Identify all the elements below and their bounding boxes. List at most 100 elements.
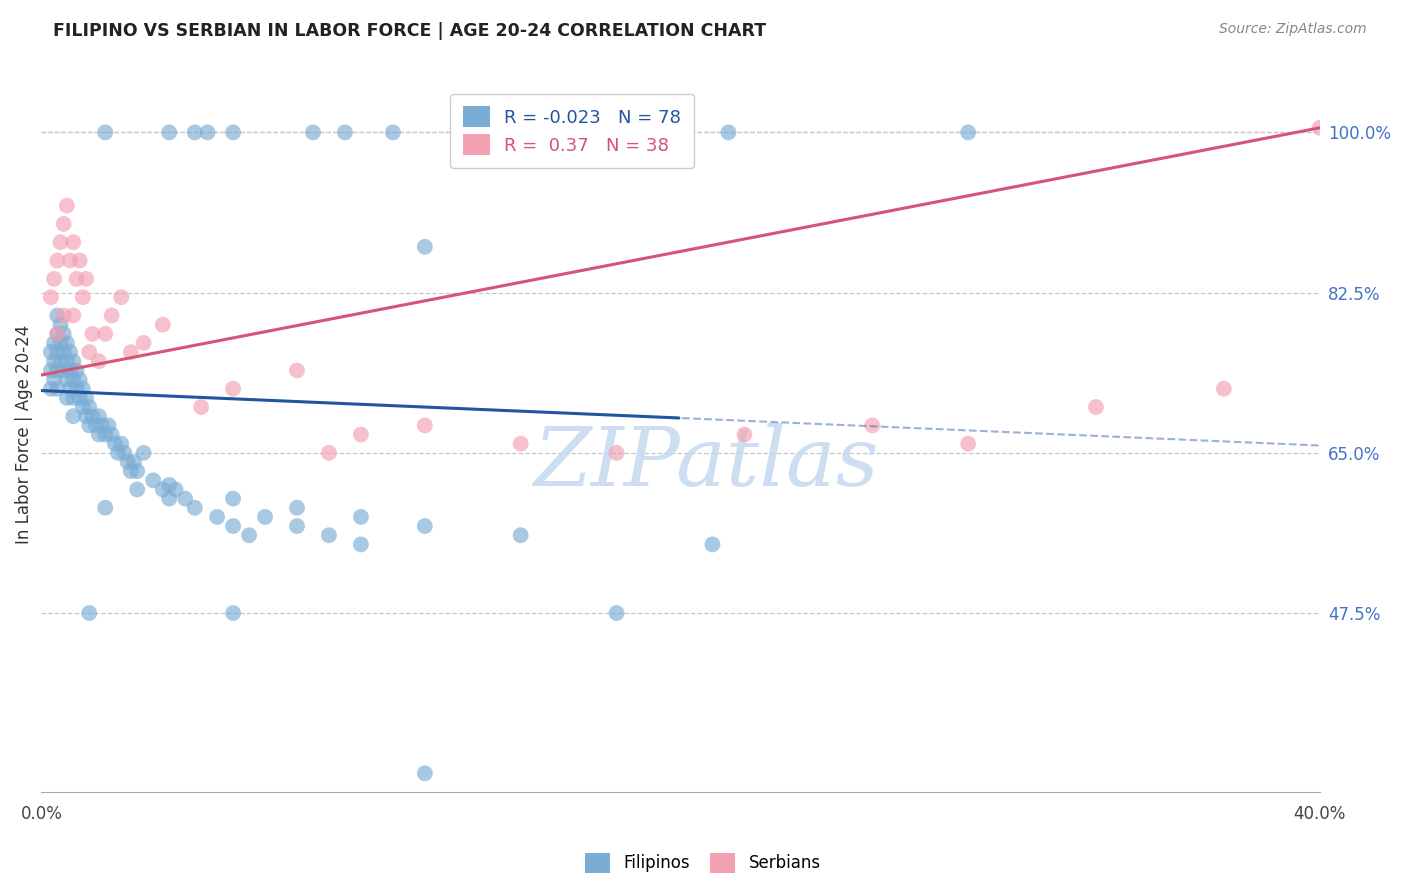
Point xyxy=(62,235,84,250)
Point xyxy=(77,606,100,620)
Point xyxy=(91,418,114,433)
Point xyxy=(52,217,75,231)
Point xyxy=(72,400,94,414)
Point xyxy=(42,335,65,350)
Point xyxy=(120,345,142,359)
Point xyxy=(87,427,110,442)
Point xyxy=(82,326,104,341)
Point xyxy=(52,363,75,377)
Point xyxy=(1084,400,1107,414)
Point xyxy=(1309,120,1331,135)
Point xyxy=(107,446,129,460)
Point xyxy=(222,125,245,139)
Point xyxy=(94,326,117,341)
Point xyxy=(39,363,62,377)
Point xyxy=(84,418,107,433)
Point xyxy=(860,418,883,433)
Point xyxy=(59,345,82,359)
Point xyxy=(62,391,84,405)
Point xyxy=(606,606,628,620)
Point xyxy=(285,519,308,533)
Point xyxy=(65,363,87,377)
Point xyxy=(77,400,100,414)
Point xyxy=(52,345,75,359)
Point xyxy=(94,427,117,442)
Point xyxy=(39,382,62,396)
Point xyxy=(82,409,104,424)
Point xyxy=(222,491,245,506)
Point xyxy=(222,382,245,396)
Point xyxy=(87,409,110,424)
Point xyxy=(122,455,145,469)
Point xyxy=(62,354,84,368)
Point xyxy=(152,483,174,497)
Point xyxy=(49,335,72,350)
Point xyxy=(120,464,142,478)
Point xyxy=(65,382,87,396)
Point xyxy=(72,290,94,304)
Point xyxy=(350,510,373,524)
Point xyxy=(957,436,980,450)
Point xyxy=(46,326,69,341)
Point xyxy=(174,491,197,506)
Point xyxy=(205,510,228,524)
Point xyxy=(46,382,69,396)
Point xyxy=(56,335,79,350)
Point xyxy=(56,391,79,405)
Point xyxy=(509,436,531,450)
Point xyxy=(59,253,82,268)
Point xyxy=(318,528,340,542)
Point xyxy=(46,345,69,359)
Point xyxy=(49,354,72,368)
Point xyxy=(413,519,436,533)
Point xyxy=(104,436,127,450)
Point xyxy=(222,606,245,620)
Point xyxy=(350,427,373,442)
Point xyxy=(302,125,325,139)
Point xyxy=(69,391,91,405)
Point xyxy=(77,418,100,433)
Point xyxy=(69,373,91,387)
Point xyxy=(49,235,72,250)
Point xyxy=(75,391,97,405)
Point xyxy=(52,326,75,341)
Point xyxy=(46,363,69,377)
Point xyxy=(46,309,69,323)
Point xyxy=(112,446,135,460)
Point xyxy=(59,363,82,377)
Point xyxy=(110,290,132,304)
Point xyxy=(87,354,110,368)
Point xyxy=(142,473,165,487)
Point xyxy=(62,409,84,424)
Point xyxy=(606,446,628,460)
Point xyxy=(56,354,79,368)
Point xyxy=(46,326,69,341)
Point xyxy=(94,125,117,139)
Point xyxy=(222,519,245,533)
Point xyxy=(94,500,117,515)
Point xyxy=(413,418,436,433)
Point xyxy=(717,125,740,139)
Point xyxy=(733,427,755,442)
Point xyxy=(42,272,65,286)
Text: FILIPINO VS SERBIAN IN LABOR FORCE | AGE 20-24 CORRELATION CHART: FILIPINO VS SERBIAN IN LABOR FORCE | AGE… xyxy=(53,22,766,40)
Point xyxy=(100,309,122,323)
Point xyxy=(184,125,207,139)
Point xyxy=(65,272,87,286)
Point xyxy=(157,125,180,139)
Point xyxy=(62,373,84,387)
Point xyxy=(333,125,356,139)
Point xyxy=(100,427,122,442)
Point xyxy=(117,455,139,469)
Point xyxy=(413,240,436,254)
Point xyxy=(77,345,100,359)
Legend: Filipinos, Serbians: Filipinos, Serbians xyxy=(579,847,827,880)
Point xyxy=(285,500,308,515)
Point xyxy=(413,766,436,780)
Point xyxy=(381,125,404,139)
Point xyxy=(69,253,91,268)
Point xyxy=(42,354,65,368)
Point xyxy=(957,125,980,139)
Point xyxy=(157,478,180,492)
Point xyxy=(75,409,97,424)
